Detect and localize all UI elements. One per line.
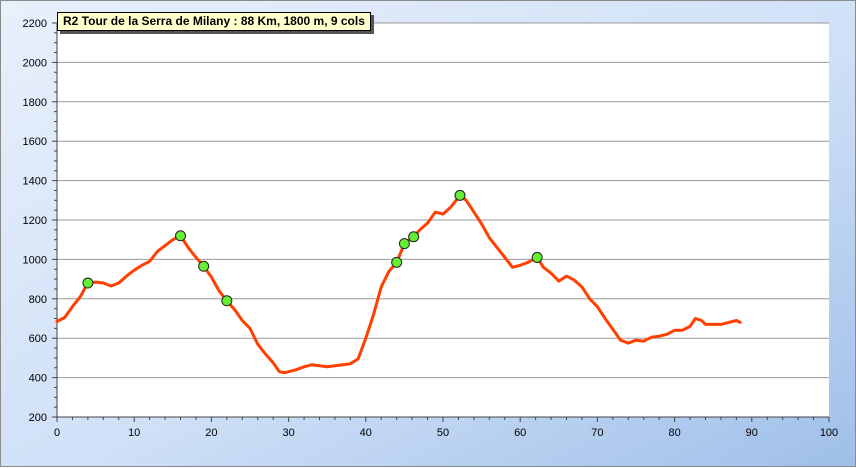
chart-title: R2 Tour de la Serra de Milany : 88 Km, 1…	[57, 12, 371, 31]
y-tick-label: 2000	[23, 57, 47, 69]
x-tick-label: 40	[360, 427, 372, 439]
col-marker	[454, 189, 466, 201]
y-tick-label: 400	[29, 373, 47, 385]
y-tick-label: 200	[29, 412, 47, 424]
y-tick-label: 1600	[23, 136, 47, 148]
y-tick-label: 1800	[23, 97, 47, 109]
col-marker	[82, 277, 94, 289]
col-marker	[398, 238, 410, 250]
col-marker	[221, 295, 233, 307]
y-tick-label: 1200	[23, 215, 47, 227]
x-tick-label: 70	[591, 427, 603, 439]
col-marker	[198, 260, 210, 272]
col-marker	[408, 231, 420, 243]
x-tick-label: 50	[437, 427, 449, 439]
y-tick-label: 1400	[23, 176, 47, 188]
col-marker	[391, 256, 403, 268]
col-marker	[175, 230, 187, 242]
y-tick-label: 800	[29, 294, 47, 306]
x-tick-label: 60	[514, 427, 526, 439]
x-tick-label: 100	[820, 427, 838, 439]
y-tick-label: 600	[29, 333, 47, 345]
y-tick-label: 2200	[23, 18, 47, 30]
x-tick-label: 90	[746, 427, 758, 439]
x-tick-label: 20	[205, 427, 217, 439]
y-tick-label: 1000	[23, 254, 47, 266]
x-tick-label: 10	[128, 427, 140, 439]
col-marker	[531, 251, 543, 263]
elevation-line	[55, 193, 742, 375]
x-tick-label: 0	[54, 427, 60, 439]
x-tick-label: 80	[668, 427, 680, 439]
x-tick-label: 30	[282, 427, 294, 439]
